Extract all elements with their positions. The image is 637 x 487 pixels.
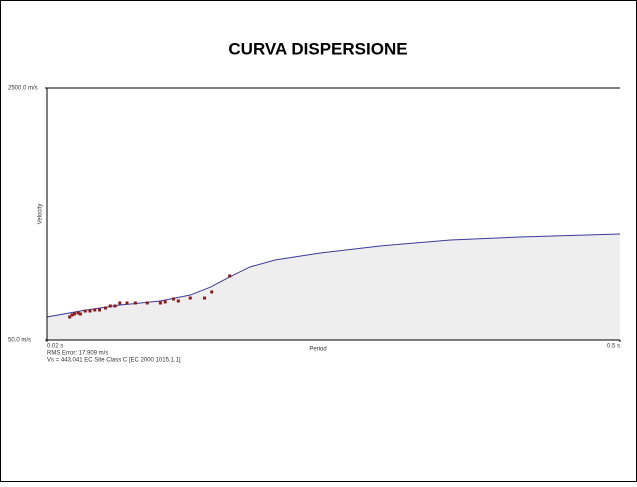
data-point — [83, 309, 87, 313]
data-point — [172, 297, 176, 301]
y-axis-label: Velocity — [38, 204, 44, 225]
data-point — [133, 301, 137, 305]
data-point — [72, 312, 76, 316]
data-point — [176, 299, 180, 303]
data-point — [203, 296, 207, 300]
y-tick-label: 2500.0 m/s — [8, 86, 38, 92]
data-point — [163, 300, 167, 304]
area — [47, 233, 620, 340]
data-point — [78, 312, 82, 316]
y-tick-label: 50.0 m/s — [8, 338, 31, 344]
data-point — [113, 304, 117, 308]
data-point — [210, 290, 214, 294]
x-tick-label: 0.02 s — [47, 344, 63, 350]
data-point — [228, 274, 232, 278]
annotation: Vs = 443.041 EC Site Class C [EC 2000 10… — [47, 358, 181, 364]
data-point — [188, 296, 192, 300]
x-tick-label: 0.5 s — [607, 344, 620, 350]
data-point — [70, 313, 74, 317]
data-point — [108, 304, 112, 308]
data-point — [158, 301, 162, 305]
data-point — [125, 301, 129, 305]
data-point — [98, 308, 102, 312]
annotation: RMS Error: 17.909 m/s — [47, 351, 108, 357]
data-point — [68, 315, 72, 319]
data-point — [93, 308, 97, 312]
data-point — [118, 301, 122, 305]
data-point — [76, 311, 80, 315]
chart-title: CURVA DISPERSIONE — [228, 39, 407, 58]
data-point — [145, 301, 149, 305]
data-point — [88, 309, 92, 313]
x-axis-label: Period — [309, 347, 326, 353]
data-point — [103, 306, 107, 310]
